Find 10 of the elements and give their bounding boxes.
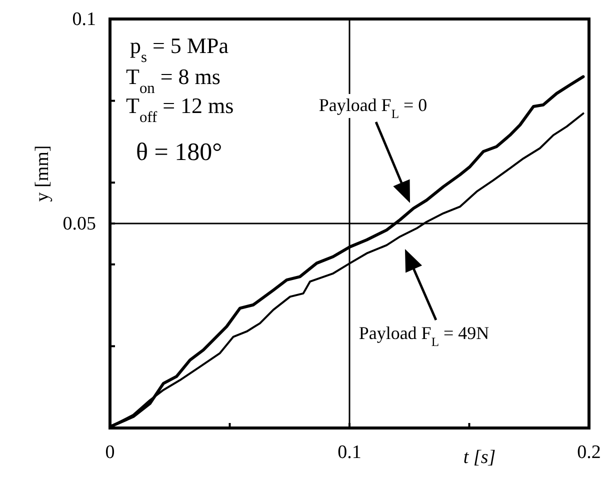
y-tick-label: 0.05 — [62, 214, 96, 234]
annotation: Payload F$_{L}$ = 0 — [318, 95, 428, 121]
annotation: Payload F$_{L}$ = 49N — [358, 323, 490, 349]
annotation: p$_{s}$ = 5 MPa — [130, 33, 229, 66]
annotation: θ = 180° — [136, 139, 222, 166]
x-tick-label: 0.1 — [338, 442, 362, 463]
x-tick-label: 0 — [105, 442, 115, 463]
x-tick-label: 0.2 — [577, 442, 601, 463]
y-axis-title: y [mm] — [32, 145, 53, 202]
x-axis-title: t [s] — [463, 447, 496, 468]
